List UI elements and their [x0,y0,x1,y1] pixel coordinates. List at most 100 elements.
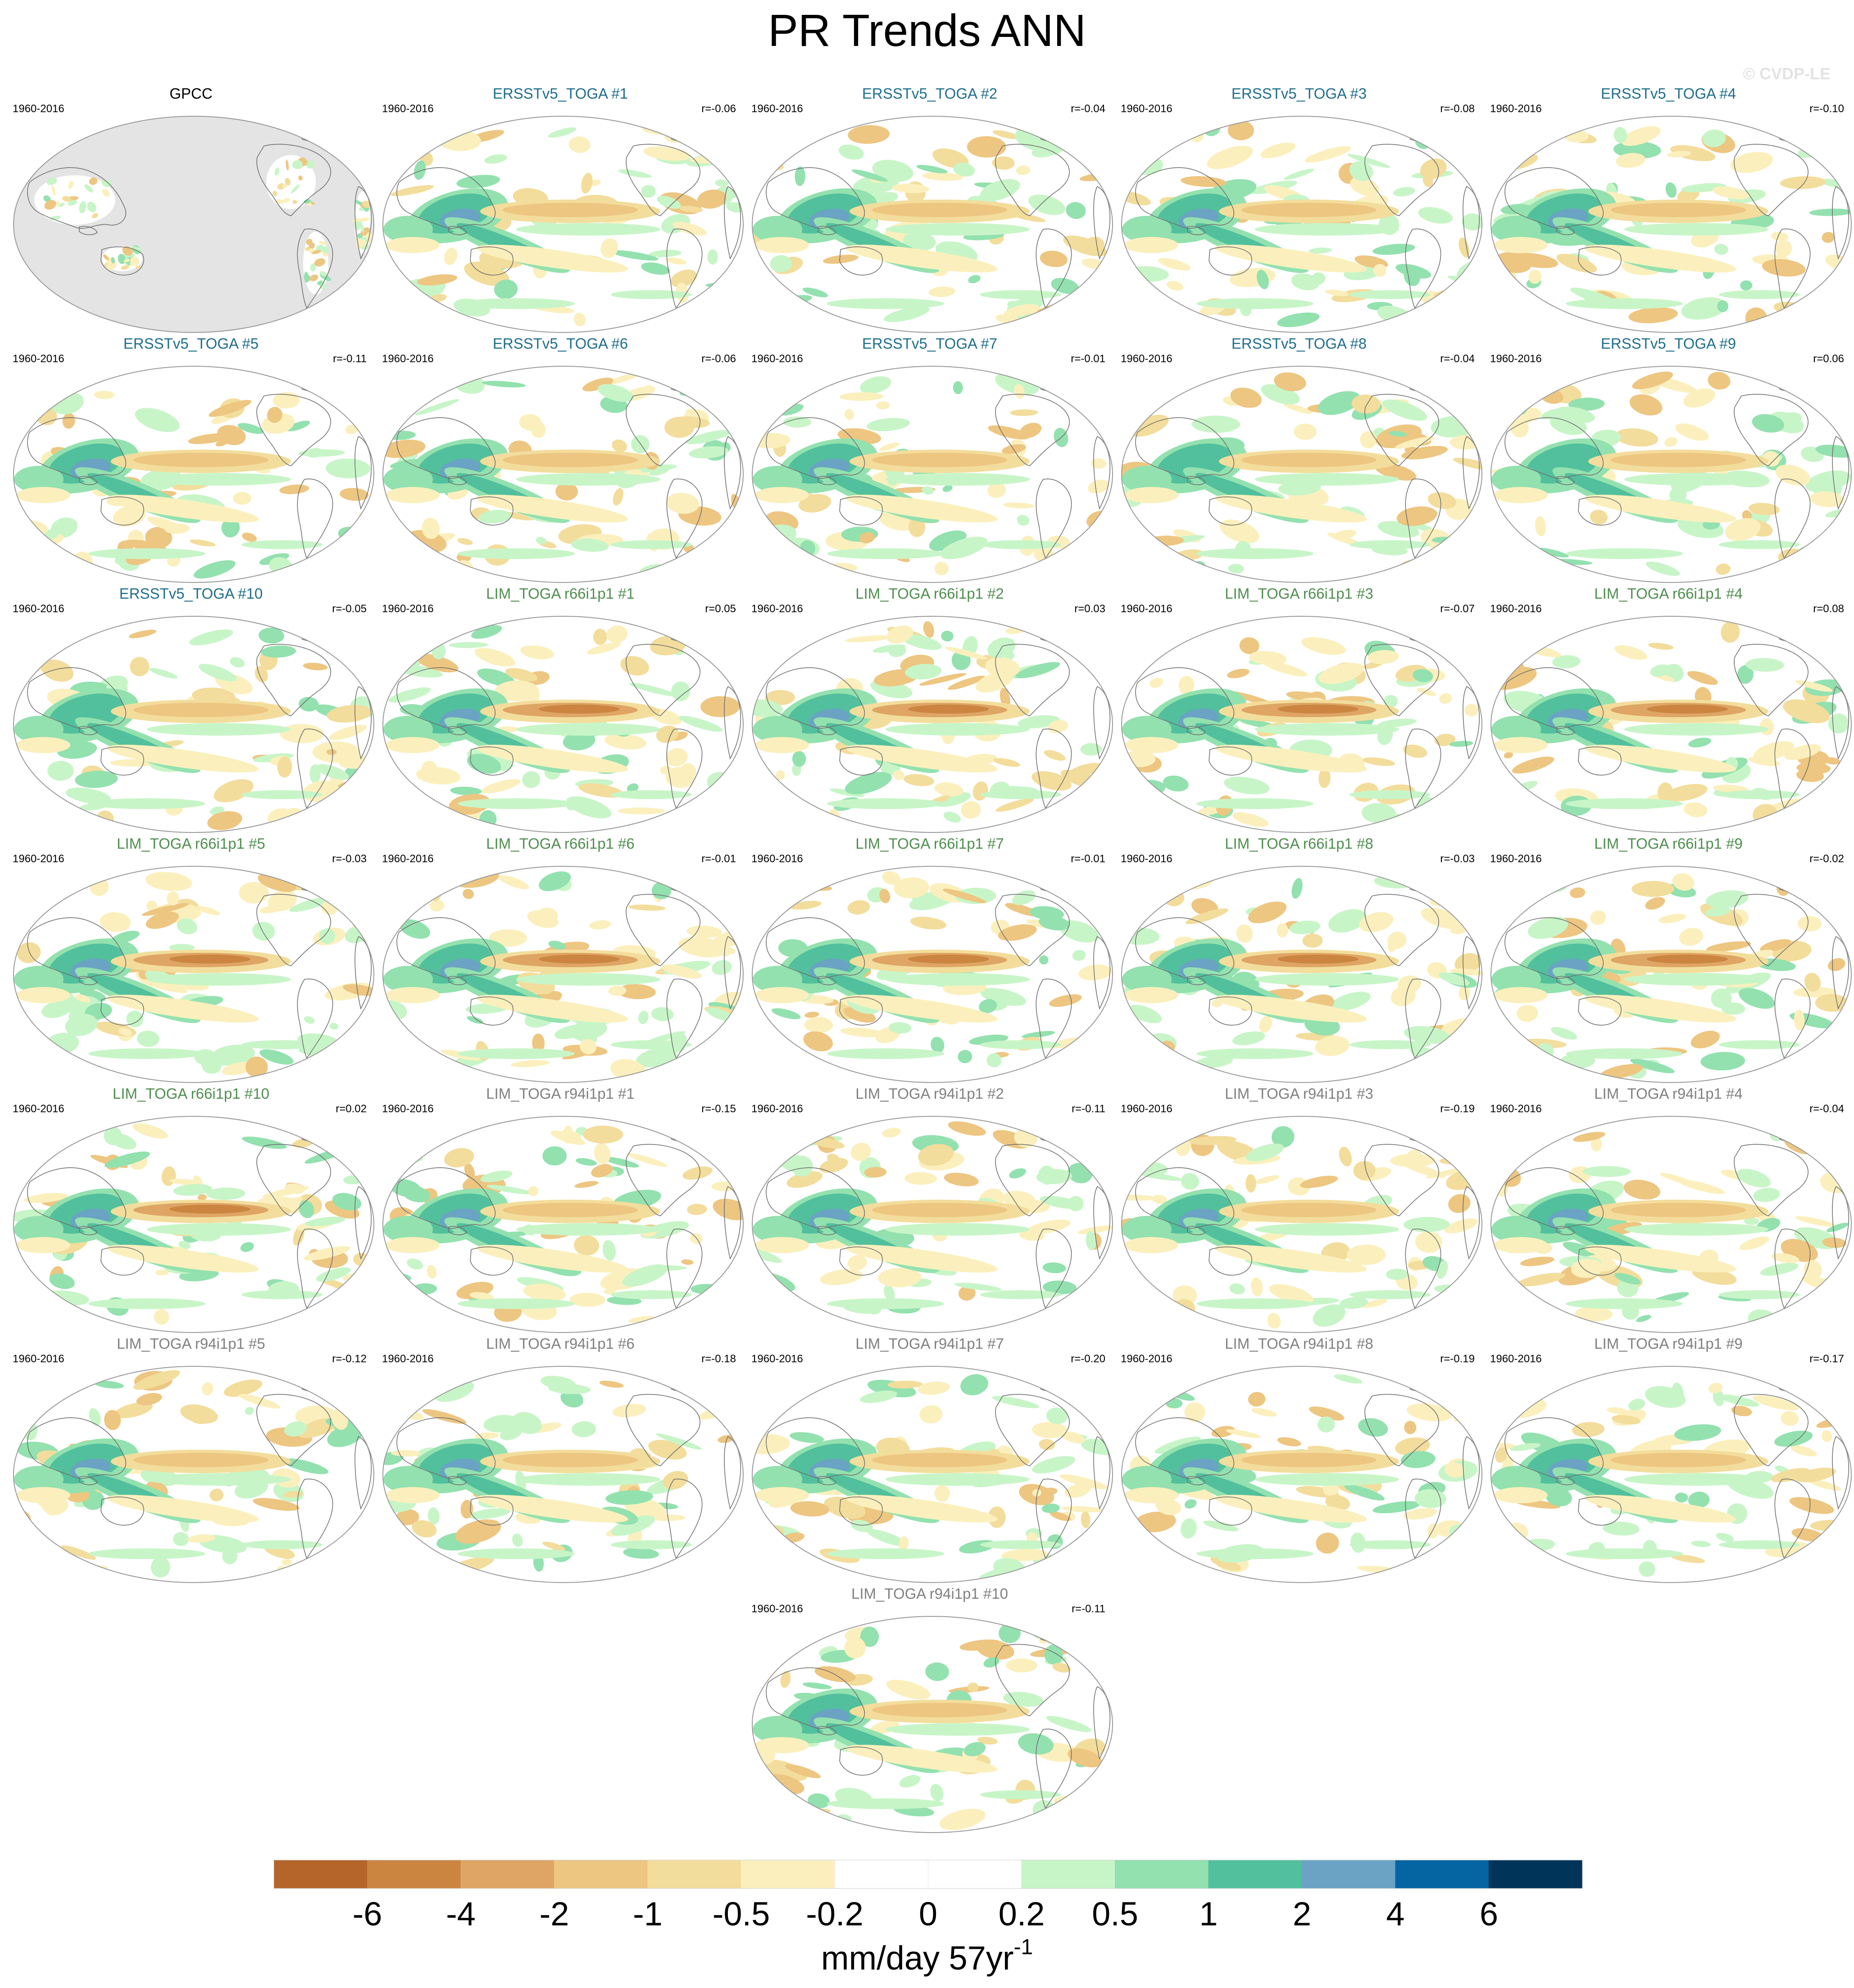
panel-period: 1960-2016 [1121,853,1172,865]
panel-title: LIM_TOGA r66i1p1 #7 [855,835,1004,852]
map-panel: LIM_TOGA r94i1p1 #8 1960-2016 r=-0.19 [1114,1335,1484,1585]
trend-map [1121,866,1482,1083]
panel-period: 1960-2016 [751,853,803,865]
map-panel: ERSSTv5_TOGA #5 1960-2016 r=-0.11 [6,335,376,585]
colorbar-tick-label: -0.5 [713,1895,770,1933]
panel-title: ERSSTv5_TOGA #5 [123,335,259,352]
panel-title: ERSSTv5_TOGA #8 [1231,335,1367,352]
panel-period: 1960-2016 [1121,1353,1172,1365]
colorbar-swatch [834,1860,928,1889]
map-panel: LIM_TOGA r66i1p1 #9 1960-2016 r=-0.02 [1484,835,1853,1085]
panel-correlation: r=-0.03 [332,853,367,865]
panel-period: 1960-2016 [1490,853,1542,865]
panel-title: LIM_TOGA r94i1p1 #8 [1225,1335,1373,1352]
colorbar-tick-label: 2 [1293,1895,1311,1933]
colorbar-tick-label: 4 [1386,1895,1404,1933]
panel-period: 1960-2016 [1121,103,1172,115]
trend-map [1121,116,1482,333]
panel-title: ERSSTv5_TOGA #2 [862,85,998,102]
panel-correlation: r=0.02 [336,1103,367,1115]
colorbar-tick-label: 0 [919,1895,937,1933]
panel-title: LIM_TOGA r66i1p1 #2 [855,585,1004,602]
panel-correlation: r=-0.04 [1809,1103,1844,1115]
panel-title: LIM_TOGA r66i1p1 #6 [486,835,635,852]
trend-map [752,366,1113,583]
trend-map [1121,1116,1482,1333]
colorbar-tick-label: -2 [540,1895,569,1933]
map-panel: ERSSTv5_TOGA #1 1960-2016 r=-0.06 [376,85,745,335]
panel-correlation: r=-0.01 [1071,353,1105,365]
panel-period: 1960-2016 [382,603,434,615]
panel-period: 1960-2016 [1121,353,1172,365]
trend-map [13,366,374,583]
trend-map [1490,366,1852,583]
panel-period: 1960-2016 [1121,603,1172,615]
panel-period: 1960-2016 [13,853,64,865]
trend-map [1121,616,1482,833]
trend-map [1490,116,1852,333]
map-panel: ERSSTv5_TOGA #9 1960-2016 r=0.06 [1484,335,1853,585]
panel-period: 1960-2016 [13,353,64,365]
colorbar-label: mm/day 57yr-1 [821,1935,1033,1977]
panel-title: LIM_TOGA r66i1p1 #3 [1225,585,1373,602]
panel-title: LIM_TOGA r94i1p1 #6 [486,1335,635,1352]
trend-map [1490,1116,1852,1333]
panel-correlation: r=-0.06 [701,353,736,365]
panel-correlation: r=-0.04 [1071,103,1105,115]
map-panel: LIM_TOGA r66i1p1 #5 1960-2016 r=-0.03 [6,835,376,1085]
trend-map [382,616,744,833]
panel-title: ERSSTv5_TOGA #4 [1600,85,1736,102]
panel-period: 1960-2016 [13,603,64,615]
panel-title: ERSSTv5_TOGA #10 [119,585,263,602]
map-panel: GPCC 1960-2016 [6,85,376,335]
panel-correlation: r=0.03 [1074,603,1105,615]
panel-title: LIM_TOGA r66i1p1 #5 [117,835,265,852]
map-panel: LIM_TOGA r66i1p1 #6 1960-2016 r=-0.01 [376,835,745,1085]
trend-map [1490,1366,1852,1583]
panel-period: 1960-2016 [382,353,434,365]
panel-period: 1960-2016 [1490,103,1542,115]
map-panel: LIM_TOGA r94i1p1 #9 1960-2016 r=-0.17 [1484,1335,1853,1585]
panel-title: LIM_TOGA r94i1p1 #1 [486,1085,635,1102]
panel-period: 1960-2016 [382,1353,434,1365]
colorbar-swatch [367,1860,461,1889]
panel-title: LIM_TOGA r94i1p1 #2 [855,1085,1004,1102]
panel-correlation: r=-0.12 [332,1353,367,1365]
panel-correlation: r=0.06 [1813,353,1844,365]
panel-correlation: r=-0.19 [1440,1353,1475,1365]
panel-title: ERSSTv5_TOGA #6 [492,335,628,352]
trend-map [13,116,374,333]
trend-map [752,866,1113,1083]
panel-correlation: r=-0.19 [1440,1103,1475,1115]
panel-correlation: r=-0.05 [332,603,367,615]
colorbar-swatch [1395,1860,1489,1889]
trend-map [382,1366,744,1583]
map-panel: ERSSTv5_TOGA #10 1960-2016 r=-0.05 [6,585,376,835]
map-panel: ERSSTv5_TOGA #4 1960-2016 r=-0.10 [1484,85,1853,335]
panel-period: 1960-2016 [382,853,434,865]
panel-correlation: r=-0.15 [701,1103,736,1115]
panel-correlation: r=-0.18 [701,1353,736,1365]
trend-map [13,866,374,1083]
map-panel: LIM_TOGA r66i1p1 #3 1960-2016 r=-0.07 [1114,585,1484,835]
colorbar-tick-label: -0.2 [806,1895,863,1933]
panel-title: LIM_TOGA r94i1p1 #7 [855,1335,1004,1352]
panel-title: LIM_TOGA r66i1p1 #4 [1594,585,1743,602]
panel-title: LIM_TOGA r66i1p1 #10 [113,1085,269,1102]
panel-period: 1960-2016 [751,603,803,615]
map-panel: ERSSTv5_TOGA #3 1960-2016 r=-0.08 [1114,85,1484,335]
trend-map [382,366,744,583]
map-panel: LIM_TOGA r66i1p1 #2 1960-2016 r=0.03 [745,585,1114,835]
panel-period: 1960-2016 [751,1103,803,1115]
trend-map [382,866,744,1083]
panel-correlation: r=-0.08 [1440,103,1475,115]
colorbar-swatch [1489,1860,1583,1889]
panel-correlation: r=-0.10 [1809,103,1844,115]
colorbar-tick-label: 6 [1480,1895,1498,1933]
panel-period: 1960-2016 [1490,353,1542,365]
panel-period: 1960-2016 [1490,1353,1542,1365]
panel-title: LIM_TOGA r94i1p1 #5 [117,1335,265,1352]
map-panel: ERSSTv5_TOGA #8 1960-2016 r=-0.04 [1114,335,1484,585]
trend-map [1121,1366,1482,1583]
panel-period: 1960-2016 [382,103,434,115]
